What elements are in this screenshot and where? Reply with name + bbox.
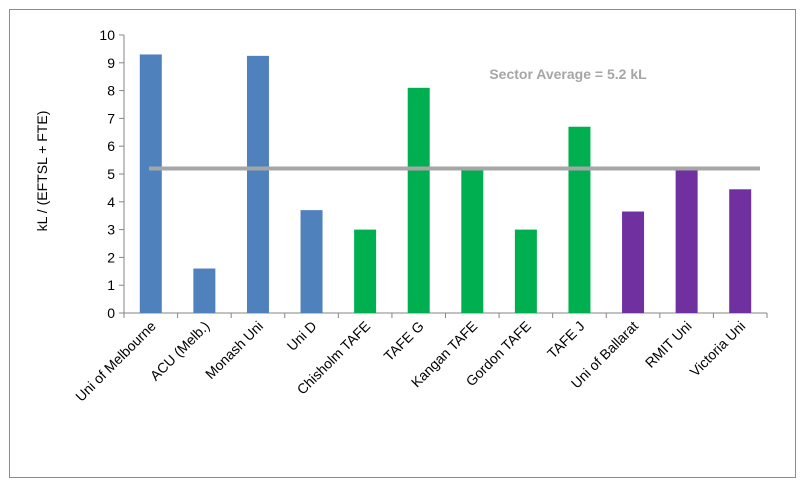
y-tick-label: 4 [107, 194, 115, 210]
bar [407, 87, 430, 313]
bar [514, 229, 537, 313]
bar [193, 268, 216, 313]
bar [622, 211, 645, 313]
y-tick-label: 1 [107, 277, 115, 293]
bar [729, 189, 752, 313]
bar [461, 168, 484, 313]
y-tick-label: 7 [107, 110, 115, 126]
bar [246, 55, 269, 313]
bar [139, 54, 162, 314]
bar [568, 126, 591, 314]
y-tick-label: 3 [107, 222, 115, 238]
y-axis-title: kL / (EFTSL + FTE) [34, 111, 50, 232]
y-tick-label: 5 [107, 166, 115, 182]
y-tick-label: 2 [107, 249, 115, 265]
y-tick-label: 10 [99, 27, 115, 43]
y-tick-label: 0 [107, 305, 115, 321]
bar [300, 210, 323, 313]
y-tick-label: 9 [107, 55, 115, 71]
sector-average-label: Sector Average = 5.2 kL [489, 66, 647, 82]
bar [354, 229, 377, 313]
y-tick-label: 6 [107, 138, 115, 154]
y-tick-label: 8 [107, 83, 115, 99]
bar [675, 169, 698, 313]
